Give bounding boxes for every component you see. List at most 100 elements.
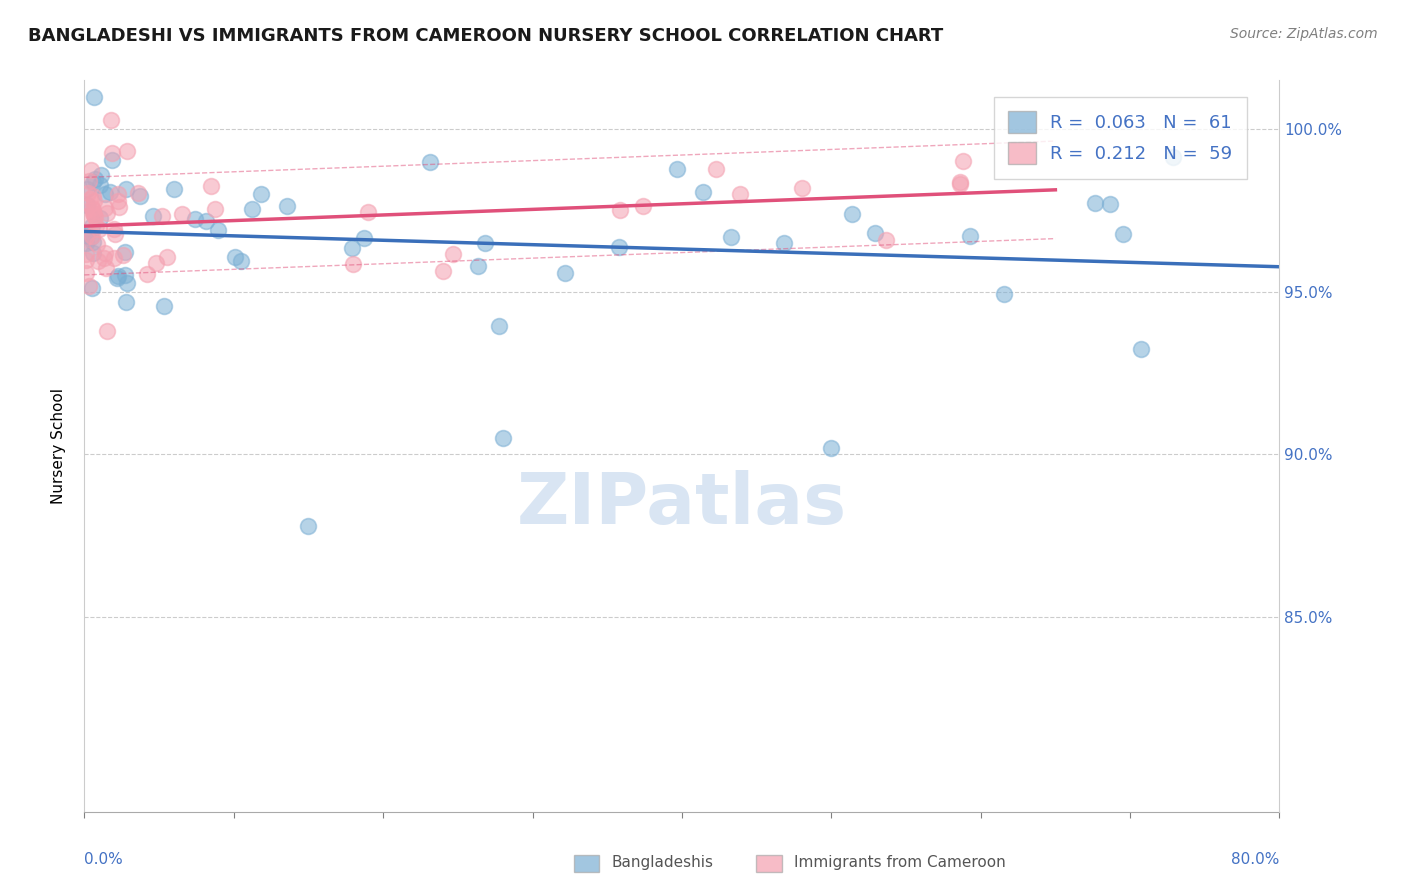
Point <box>875 233 897 247</box>
Point <box>353 230 375 244</box>
Point <box>115 145 138 159</box>
Point <box>90 169 112 183</box>
Point <box>1112 227 1135 241</box>
Point <box>136 267 159 281</box>
Point <box>730 187 752 202</box>
Point <box>114 182 136 196</box>
Point <box>204 202 226 217</box>
Point <box>163 181 186 195</box>
Point <box>76 182 98 196</box>
Point <box>80 201 103 215</box>
Point <box>107 186 129 201</box>
Point <box>101 146 124 161</box>
Point <box>419 154 441 169</box>
Point <box>98 185 121 199</box>
Point <box>79 162 101 177</box>
Point <box>83 194 105 208</box>
Point <box>94 201 117 215</box>
Point <box>224 250 246 264</box>
Point <box>1161 150 1184 164</box>
Point <box>76 197 98 211</box>
Point <box>82 246 104 260</box>
Point <box>76 229 98 244</box>
Point <box>949 177 972 191</box>
Point <box>128 188 150 202</box>
Point <box>1084 196 1107 211</box>
Text: BANGLADESHI VS IMMIGRANTS FROM CAMEROON NURSERY SCHOOL CORRELATION CHART: BANGLADESHI VS IMMIGRANTS FROM CAMEROON … <box>28 27 943 45</box>
Point <box>609 203 631 218</box>
Point <box>184 212 207 227</box>
Point <box>153 299 176 313</box>
Text: ZIPatlas: ZIPatlas <box>517 470 846 539</box>
Point <box>633 199 655 213</box>
Point <box>96 205 118 219</box>
Text: 0.0%: 0.0% <box>84 852 124 867</box>
Point <box>441 246 464 260</box>
Point <box>115 276 138 290</box>
Text: Immigrants from Cameroon: Immigrants from Cameroon <box>794 855 1007 870</box>
Point <box>841 207 863 221</box>
Legend: R =  0.063   N =  61, R =  0.212   N =  59: R = 0.063 N = 61, R = 0.212 N = 59 <box>994 96 1247 178</box>
Point <box>949 175 972 189</box>
Point <box>145 256 167 270</box>
Point <box>240 202 263 216</box>
Point <box>297 518 319 533</box>
Point <box>100 153 122 167</box>
Point <box>84 219 107 233</box>
Point <box>82 228 104 243</box>
Point <box>103 251 125 265</box>
Point <box>172 207 194 221</box>
Point <box>76 209 98 223</box>
Point <box>83 208 105 222</box>
Point <box>107 194 129 209</box>
Point <box>1098 197 1121 211</box>
Point <box>467 260 489 274</box>
Point <box>96 324 118 338</box>
Point <box>75 266 97 280</box>
Point <box>665 161 688 176</box>
Point <box>80 229 103 244</box>
Point <box>820 441 842 455</box>
Point <box>87 222 110 236</box>
Point <box>107 269 129 284</box>
Point <box>357 205 380 219</box>
Point <box>114 268 136 283</box>
Point <box>75 247 97 261</box>
Point <box>86 236 108 251</box>
Point <box>83 89 105 103</box>
Point <box>150 209 173 223</box>
Point <box>93 251 115 265</box>
Point <box>79 192 101 206</box>
Point <box>156 251 179 265</box>
Point <box>231 254 253 268</box>
Point <box>80 281 103 295</box>
Point <box>959 228 981 243</box>
Point <box>720 230 742 244</box>
Point <box>75 236 97 251</box>
Point <box>474 235 496 250</box>
Point <box>704 161 727 176</box>
Point <box>195 214 218 228</box>
Point <box>952 154 974 169</box>
Point <box>75 252 97 267</box>
Point <box>863 226 886 240</box>
Point <box>75 230 97 244</box>
Point <box>200 178 222 193</box>
Point <box>84 172 107 186</box>
Text: 80.0%: 80.0% <box>1232 852 1279 867</box>
Point <box>692 185 714 199</box>
Point <box>80 219 103 234</box>
Point <box>77 174 100 188</box>
Point <box>127 186 149 200</box>
Point <box>89 178 111 193</box>
Point <box>790 180 813 194</box>
Point <box>82 235 104 249</box>
Point <box>103 221 125 235</box>
Point <box>77 278 100 293</box>
Point <box>89 211 111 226</box>
Text: Bangladeshis: Bangladeshis <box>612 855 714 870</box>
Point <box>115 294 138 309</box>
Point <box>142 209 165 223</box>
Text: Source: ZipAtlas.com: Source: ZipAtlas.com <box>1230 27 1378 41</box>
Point <box>250 187 273 202</box>
